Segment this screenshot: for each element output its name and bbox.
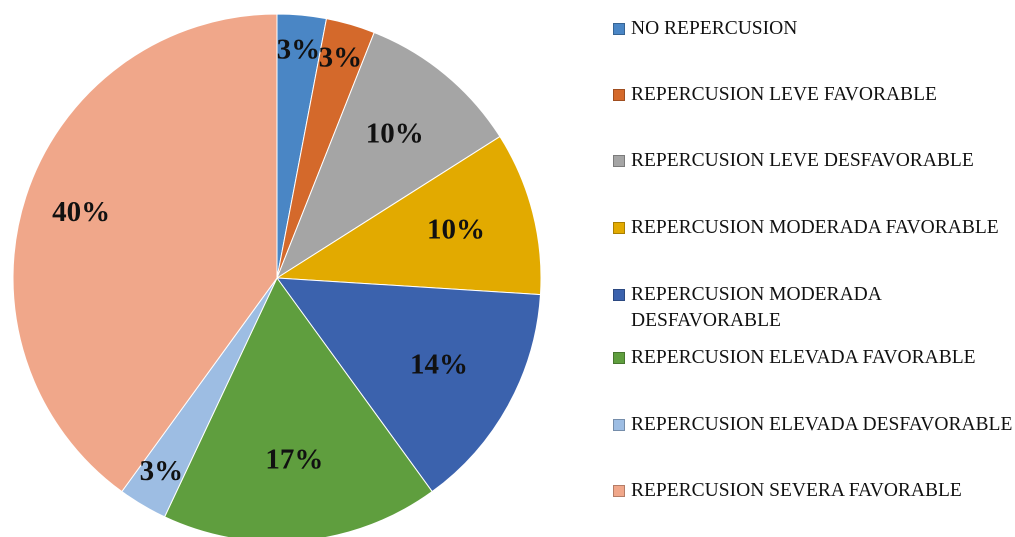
data-label: 3% — [277, 34, 321, 66]
legend-item: REPERCUSION ELEVADA FAVORABLE — [613, 345, 1013, 371]
legend-label: REPERCUSION LEVE FAVORABLE — [631, 84, 937, 105]
legend-item: NO REPERCUSION — [613, 16, 1013, 42]
legend-swatch — [613, 23, 625, 35]
legend-item: REPERCUSION SEVERA FAVORABLE — [613, 478, 1013, 504]
pie-slice — [275, 277, 542, 493]
legend-label: REPERCUSION MODERADA FAVORABLE — [631, 217, 999, 238]
pie-slice — [275, 31, 501, 280]
legend-label: REPERCUSION ELEVADA FAVORABLE — [631, 347, 976, 368]
pie-slice — [12, 13, 278, 493]
pie: 3%3%10%10%14%17%3%40% — [12, 13, 542, 537]
data-label: 3% — [140, 455, 184, 487]
legend-swatch — [613, 419, 625, 431]
legend-swatch — [613, 155, 625, 167]
legend-swatch — [613, 485, 625, 497]
pie-slice — [163, 277, 433, 537]
legend-swatch — [613, 222, 625, 234]
data-label: 14% — [410, 349, 468, 381]
legend-item: REPERCUSION LEVE FAVORABLE — [613, 82, 1013, 108]
data-label: 3% — [319, 42, 363, 74]
legend-item: REPERCUSION LEVE DESFAVORABLE — [613, 148, 1013, 174]
legend-label: REPERCUSION LEVE DESFAVORABLE — [631, 150, 974, 171]
data-label: 10% — [427, 214, 485, 246]
data-label: 40% — [52, 196, 110, 228]
legend-label: REPERCUSION SEVERA FAVORABLE — [631, 480, 962, 501]
legend-swatch — [613, 89, 625, 101]
legend-swatch — [613, 289, 625, 301]
legend-swatch — [613, 352, 625, 364]
data-label: 10% — [366, 117, 424, 149]
legend-label: REPERCUSION MODERADA DESFAVORABLE — [631, 284, 881, 331]
legend-item: REPERCUSION ELEVADA DESFAVORABLE — [613, 412, 1013, 438]
legend-label: NO REPERCUSION — [631, 18, 798, 39]
legend-item: REPERCUSION MODERADA FAVORABLE — [613, 215, 1013, 241]
pie-slice — [275, 135, 542, 296]
data-label: 17% — [265, 444, 323, 476]
legend-label: REPERCUSION ELEVADA DESFAVORABLE — [631, 414, 1013, 435]
legend-item: REPERCUSION MODERADA DESFAVORABLE — [613, 282, 1013, 334]
